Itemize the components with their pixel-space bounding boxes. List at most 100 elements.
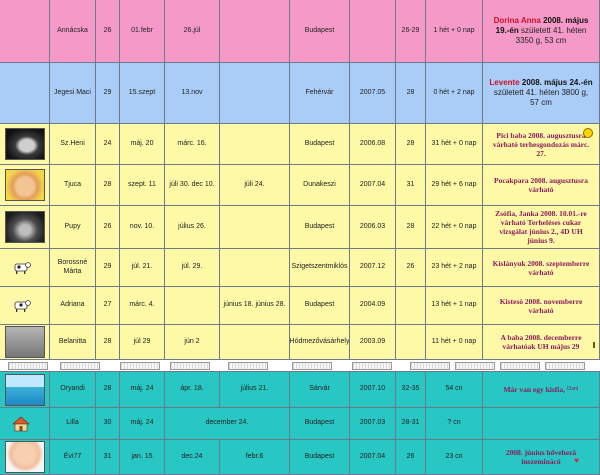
child-photo: [5, 441, 45, 473]
cycle-cell: 32-35: [396, 372, 426, 408]
note-text: A baba 2008. decemberre várhatóak UH máj…: [500, 333, 582, 351]
age-cell: 28: [96, 325, 120, 360]
date2-cell: jún 2: [165, 325, 220, 360]
note-cell: Pocakpara 2008. augusztusra várható: [483, 165, 600, 206]
date2-cell: márc. 16.: [165, 124, 220, 165]
cow-icon: [14, 299, 31, 312]
cycle-cell: 28: [396, 63, 426, 124]
photo-thumbnail: [5, 326, 45, 358]
cycle-cell: 26: [396, 440, 426, 475]
city-cell: Fehérvár: [290, 63, 350, 124]
since-cell: 2007.03: [350, 408, 396, 440]
name-cell: Oryandi: [50, 372, 96, 408]
fence-icon: [455, 362, 495, 370]
cycle-cell: 26-29: [396, 0, 426, 63]
since-cell: 2007.04: [350, 440, 396, 475]
table-row: Belanitta 28 júl 29 jún 2 Hódmezővásárhe…: [0, 325, 600, 360]
table-row: Oryandi 28 máj. 24 ápr. 18. július 21. S…: [0, 372, 600, 408]
avatar-cell: [0, 124, 50, 165]
note-small-text: Dani: [566, 385, 579, 392]
date3-cell: [220, 325, 290, 360]
week-cell: 23 hét + 2 nap: [426, 249, 483, 287]
cow-icon: [14, 261, 31, 274]
date3-cell: június 18. június 28.: [220, 287, 290, 325]
name-cell: Lilla: [50, 408, 96, 440]
city-cell: Szigetszentmiklós: [290, 249, 350, 287]
date2-cell: dec.24: [165, 440, 220, 475]
cycle-cell: 28-31: [396, 408, 426, 440]
smiley-icon: [583, 128, 593, 138]
cycle-cell: 26: [396, 249, 426, 287]
child-photo: [5, 373, 45, 406]
table-row: Sz.Heni 24 máj. 20 márc. 16. Budapest 20…: [0, 124, 600, 165]
city-cell: Budapest: [290, 287, 350, 325]
date1-cell: máj. 20: [120, 124, 165, 165]
date3-cell: júli 24.: [220, 165, 290, 206]
date1-cell: szept. 11: [120, 165, 165, 206]
city-cell: Budapest: [290, 124, 350, 165]
note-cell: Kistesó 2008. novemberre várható: [483, 287, 600, 325]
age-cell: 30: [96, 408, 120, 440]
date1-cell: júl. 21.: [120, 249, 165, 287]
avatar-cell: [0, 440, 50, 475]
fence-icon: [545, 362, 585, 370]
date2-cell: [165, 287, 220, 325]
name-cell: Sz.Heni: [50, 124, 96, 165]
note-cell: Zsófia, Janka 2008. 10.01.-re várható Te…: [483, 206, 600, 249]
date2-cell: júli 30. dec 10.: [165, 165, 220, 206]
table-row: Évi77 31 jan. 15 dec.24 febr.6 Budapest …: [0, 440, 600, 475]
table-row: Jegesi Maci 29 15.szept 13.nov Fehérvár …: [0, 63, 600, 124]
table-row: Borossné Márta 29 júl. 21. júl. 29. Szig…: [0, 249, 600, 287]
since-cell: 2007.12: [350, 249, 396, 287]
cycle-cell: 28: [396, 206, 426, 249]
avatar-cell: [0, 206, 50, 249]
fence-icon: [120, 362, 160, 370]
avatar-cell: [0, 249, 50, 287]
avatar-cell: [0, 325, 50, 360]
house-icon: [12, 416, 30, 431]
fence-icon: [8, 362, 48, 370]
week-cell: 23 cn: [426, 440, 483, 475]
city-cell: Budapest: [290, 408, 350, 440]
baby-name: Dorina Anna: [493, 16, 541, 25]
date3-cell: febr.6: [220, 440, 290, 475]
fence-icon: [60, 362, 100, 370]
date1-cell: márc. 4.: [120, 287, 165, 325]
week-cell: 29 hét + 6 nap: [426, 165, 483, 206]
note-cell: [483, 408, 600, 440]
since-cell: 2007.05: [350, 63, 396, 124]
week-cell: 11 hét + 0 nap: [426, 325, 483, 360]
name-cell: Adriana: [50, 287, 96, 325]
city-cell: Budapest: [290, 0, 350, 63]
table-row: Tjuca 28 szept. 11 júli 30. dec 10. júli…: [0, 165, 600, 206]
name-cell: Évi77: [50, 440, 96, 475]
birth-date: 2008. május 24.-én: [521, 78, 593, 87]
name-cell: Belanitta: [50, 325, 96, 360]
cycle-cell: 28: [396, 124, 426, 165]
week-cell: 13 hét + 1 nap: [426, 287, 483, 325]
note-cell: A baba 2008. decemberre várhatóak UH máj…: [483, 325, 600, 360]
avatar-cell: [0, 372, 50, 408]
date3-cell: [220, 124, 290, 165]
since-cell: 2004.09: [350, 287, 396, 325]
cycle-cell: [396, 287, 426, 325]
date3-cell: [220, 0, 290, 63]
name-cell: Pupy: [50, 206, 96, 249]
cycle-cell: [396, 325, 426, 360]
note-cell: Dorina Anna 2008. május 19.-én született…: [483, 0, 600, 63]
city-cell: Dunakeszi: [290, 165, 350, 206]
since-cell: 2007.04: [350, 165, 396, 206]
since-cell: 2003.09: [350, 325, 396, 360]
heart-icon: ♥: [574, 456, 579, 466]
fence-icon: [500, 362, 540, 370]
fence-icon: [352, 362, 392, 370]
age-cell: 28: [96, 165, 120, 206]
avatar-cell: [0, 63, 50, 124]
since-cell: 2007.10: [350, 372, 396, 408]
name-cell: Borossné Márta: [50, 249, 96, 287]
age-cell: 29: [96, 63, 120, 124]
week-cell: 0 hét + 2 nap: [426, 63, 483, 124]
note-text: Már van egy kisfia,: [503, 385, 565, 394]
date2-cell: 26.júl: [165, 0, 220, 63]
since-cell: 2006.08: [350, 124, 396, 165]
